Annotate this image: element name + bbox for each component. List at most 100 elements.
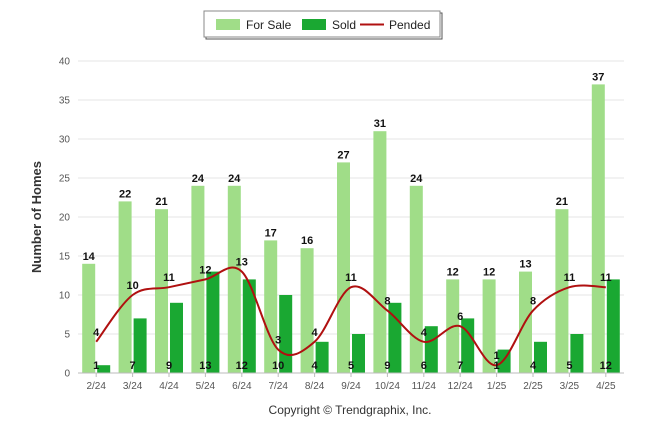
bar-for-sale [264,240,278,373]
y-tick-label: 5 [64,330,70,341]
bar-for-sale [118,201,132,373]
bar-for-sale [482,279,496,373]
x-tick-label: 6/24 [232,381,252,392]
bars-layer [82,84,620,374]
data-label-pended: 11 [345,272,357,284]
legend-swatch-sold [302,19,326,30]
x-axis-ticks: 2/24 3/24 4/24 5/24 6/24 7/24 8/24 9/24 10/24 11/… [86,373,616,392]
data-label-for-sale: 24 [192,173,205,185]
legend-label-pended: Pended [389,18,430,32]
x-tick-label: 1/25 [487,381,507,392]
data-label-pended: 11 [564,272,576,284]
legend-label-for-sale: For Sale [246,18,292,32]
data-label-pended: 4 [312,327,319,339]
y-tick-label: 25 [59,174,71,185]
y-tick-label: 35 [59,96,71,107]
bar-for-sale [337,162,350,373]
pended-line-layer [95,266,606,367]
bar-sold [170,302,183,373]
legend-swatch-for-sale [216,19,240,30]
data-label-for-sale: 13 [519,259,531,271]
data-label-pended: 1 [494,350,500,362]
bar-for-sale [300,248,314,373]
x-tick-label: 7/24 [268,381,288,392]
data-label-sold: 9 [384,360,390,372]
y-tick-label: 40 [59,57,71,68]
data-label-sold: 12 [600,360,612,372]
data-label-pended: 6 [457,311,463,323]
x-tick-label: 11/24 [412,381,437,392]
data-label-for-sale: 14 [83,251,96,263]
bar-sold [133,318,147,373]
data-label-for-sale: 17 [265,227,277,239]
data-label-sold: 7 [130,360,136,372]
data-label-pended: 4 [93,327,100,339]
x-tick-label: 12/24 [448,381,473,392]
data-label-sold: 5 [566,360,572,372]
data-label-sold: 7 [457,360,463,372]
data-label-for-sale: 37 [592,71,604,83]
copyright-text: Copyright © Trendgraphix, Inc. [269,403,432,417]
legend-box-front [203,10,441,38]
bar-sold [315,341,329,373]
bar-for-sale [409,185,423,373]
gridlines [78,60,624,335]
bar-sold [534,341,547,373]
x-tick-label: 3/25 [560,381,580,392]
data-labels-layer: 1412272192413241217101642753192461271211… [83,71,612,372]
y-axis-title: Number of Homes [29,161,44,273]
y-tick-label: 20 [59,213,71,224]
bar-for-sale [82,263,96,373]
data-label-for-sale: 16 [301,235,313,247]
data-label-pended: 8 [530,296,536,308]
data-label-for-sale: 22 [119,188,131,200]
bar-for-sale [227,185,241,373]
bar-sold [606,279,620,373]
x-tick-label: 4/25 [596,381,616,392]
data-label-pended: 11 [163,272,175,284]
data-label-pended: 3 [275,335,281,347]
y-axis-ticks: 0 5 10 15 20 25 30 35 40 [59,57,71,380]
data-label-sold: 6 [421,360,427,372]
data-label-for-sale: 21 [155,196,167,208]
data-label-for-sale: 27 [337,149,349,161]
x-tick-label: 2/24 [86,381,106,392]
bar-for-sale [555,209,569,373]
x-tick-label: 4/24 [159,381,179,392]
pended-line [95,266,606,367]
data-label-sold: 1 [93,360,99,372]
data-label-sold: 13 [199,360,211,372]
data-label-for-sale: 24 [410,173,423,185]
x-tick-label: 5/24 [196,381,216,392]
bar-for-sale [373,131,387,373]
bar-for-sale [191,185,205,373]
data-label-pended: 4 [421,327,428,339]
x-tick-label: 3/24 [123,381,143,392]
data-label-pended: 10 [126,280,138,292]
data-label-sold: 4 [530,360,537,372]
x-tick-label: 2/25 [523,381,543,392]
legend: For Sale Sold Pended [203,10,443,40]
data-label-pended: 8 [384,296,390,308]
bar-sold [97,365,111,373]
data-label-sold: 4 [312,360,319,372]
y-tick-label: 15 [59,252,71,263]
data-label-for-sale: 12 [483,266,495,278]
data-label-pended: 12 [199,264,211,276]
x-tick-label: 9/24 [341,381,361,392]
x-tick-label: 8/24 [305,381,325,392]
data-label-for-sale: 31 [374,118,386,130]
data-label-for-sale: 21 [556,196,568,208]
bar-sold [206,271,220,373]
y-tick-label: 0 [64,369,70,380]
data-label-sold: 12 [236,360,248,372]
legend-label-sold: Sold [332,18,356,32]
data-label-sold: 5 [348,360,354,372]
data-label-sold: 9 [166,360,172,372]
data-label-for-sale: 24 [228,173,241,185]
data-label-pended: 13 [236,257,248,269]
data-label-sold: 10 [272,360,284,372]
x-tick-label: 10/24 [375,381,400,392]
